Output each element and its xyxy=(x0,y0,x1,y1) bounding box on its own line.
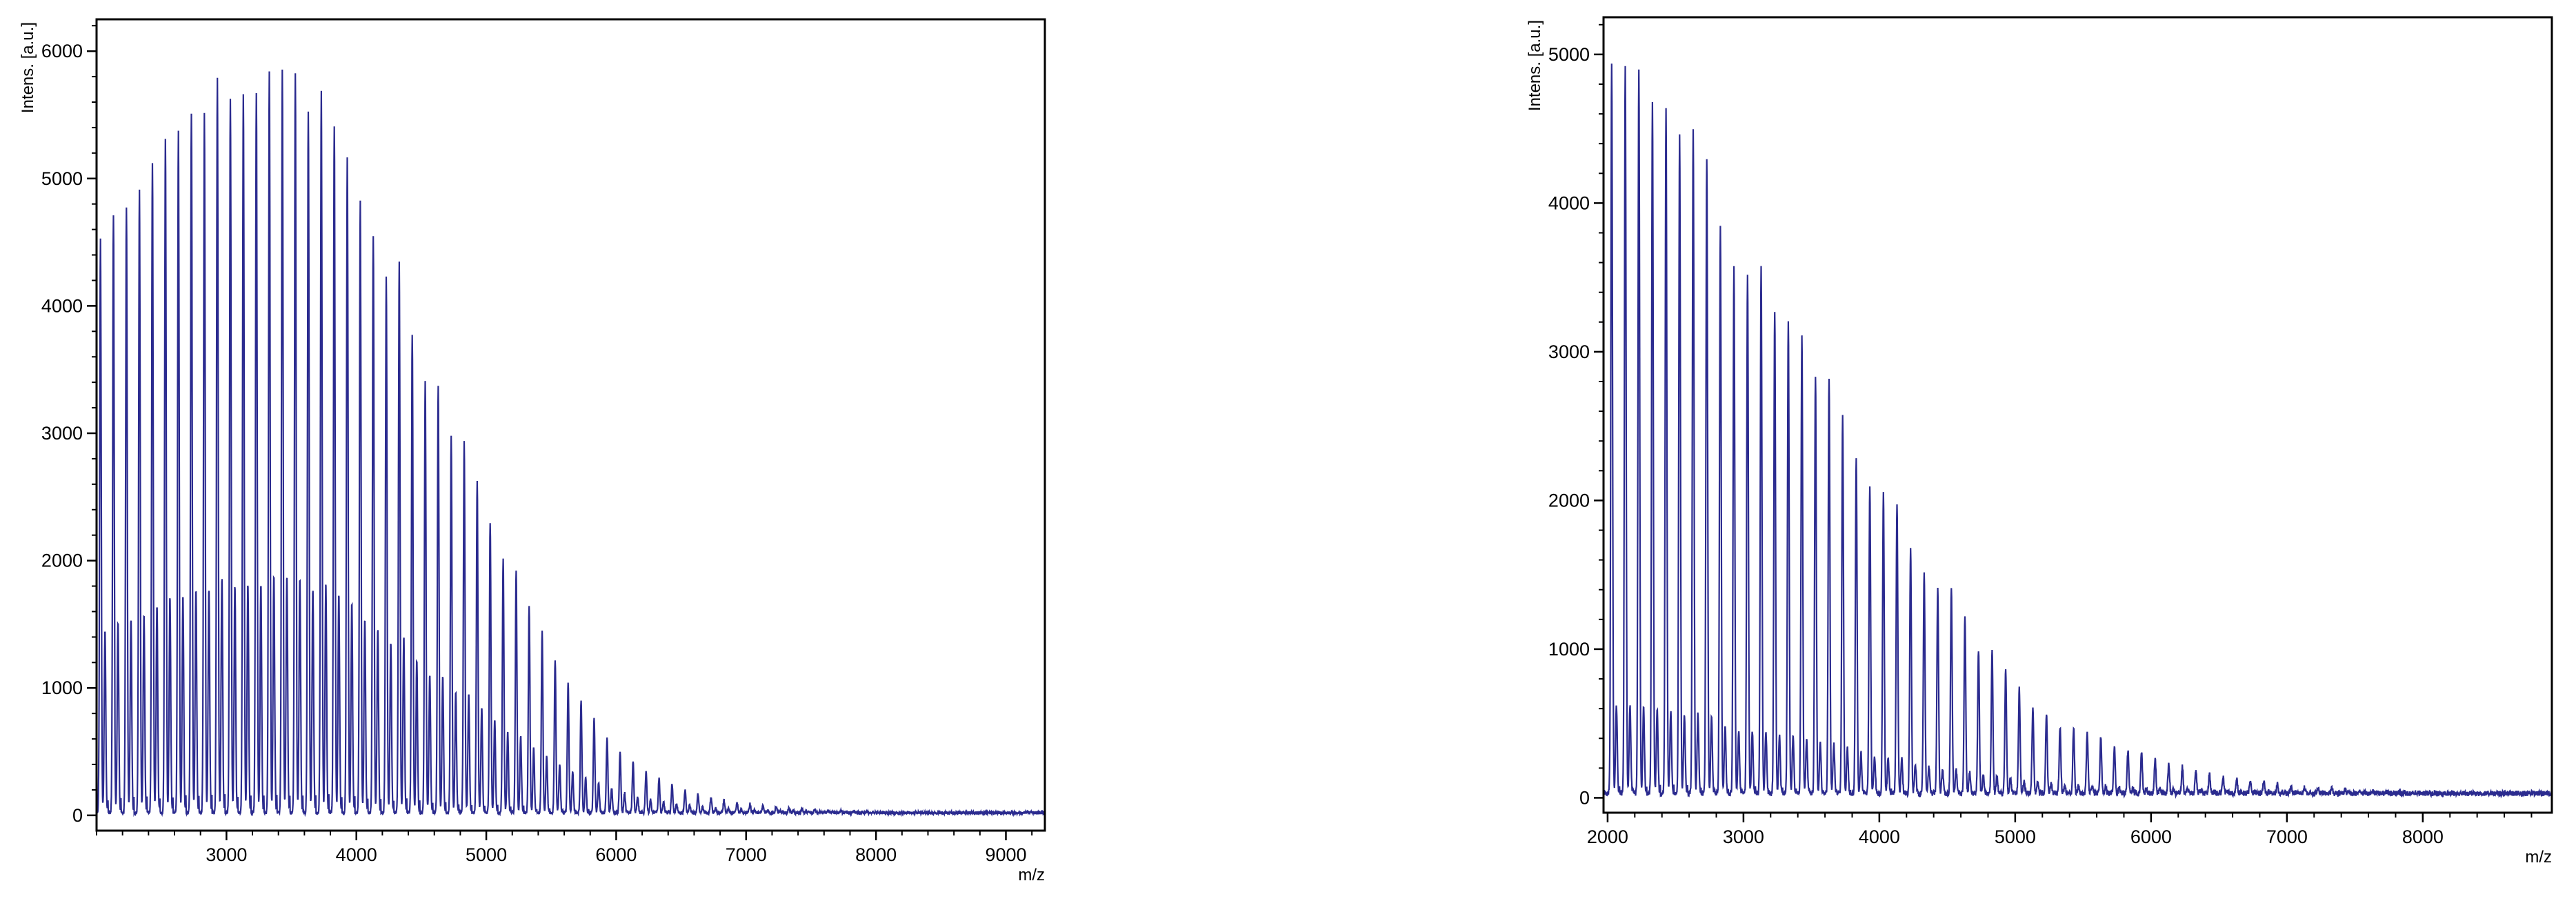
y-axis-title: Intens. [a.u.] xyxy=(19,22,37,113)
y-tick-label: 2000 xyxy=(1548,490,1590,511)
x-tick-label: 5000 xyxy=(1995,826,2036,847)
x-tick-label: 2000 xyxy=(1587,826,1628,847)
x-tick-label: 6000 xyxy=(595,844,637,865)
x-tick-label: 4000 xyxy=(1859,826,1900,847)
plot-frame xyxy=(95,18,1046,832)
y-tick-label: 0 xyxy=(72,805,83,826)
chart-panel-2: 0 1000 2000 3000 4000 5000 2000 3000 4000 5000 600… xyxy=(1526,16,2553,867)
x-tick-label: 3000 xyxy=(206,844,247,865)
x-tick-label: 8000 xyxy=(855,844,897,865)
spectrum-trace xyxy=(96,69,1046,818)
x-axis-title: m/z xyxy=(2525,848,2552,867)
y-tick-label: 3000 xyxy=(1548,341,1590,362)
x-axis-title: m/z xyxy=(1018,866,1045,884)
x-tick-label: 9000 xyxy=(985,844,1026,865)
y-tick-label: 0 xyxy=(1579,787,1590,808)
x-tick-label: 6000 xyxy=(2130,826,2172,847)
y-tick-label: 4000 xyxy=(1548,192,1590,213)
y-tick-label: 5000 xyxy=(41,168,83,189)
y-tick-label: 1000 xyxy=(1548,639,1590,660)
plot-frame xyxy=(1602,16,2553,814)
y-axis-title: Intens. [a.u.] xyxy=(1526,20,1544,111)
x-tick-label: 7000 xyxy=(2266,826,2308,847)
y-tick-label: 5000 xyxy=(1548,44,1590,65)
y-tick-label: 6000 xyxy=(41,41,83,61)
x-tick-label: 7000 xyxy=(726,844,767,865)
y-tick-label: 3000 xyxy=(41,423,83,444)
x-tick-label: 3000 xyxy=(1723,826,1764,847)
spectrum-trace xyxy=(1603,63,2553,800)
x-tick-label: 4000 xyxy=(336,844,377,865)
chart-panel-1: 0 1000 2000 3000 4000 5000 6000 3000 4000 5000 600… xyxy=(19,18,1046,884)
x-tick-label: 8000 xyxy=(2402,826,2444,847)
y-tick-label: 2000 xyxy=(41,551,83,571)
y-tick-label: 4000 xyxy=(41,295,83,316)
y-tick-label: 1000 xyxy=(41,677,83,698)
x-tick-label: 5000 xyxy=(466,844,507,865)
